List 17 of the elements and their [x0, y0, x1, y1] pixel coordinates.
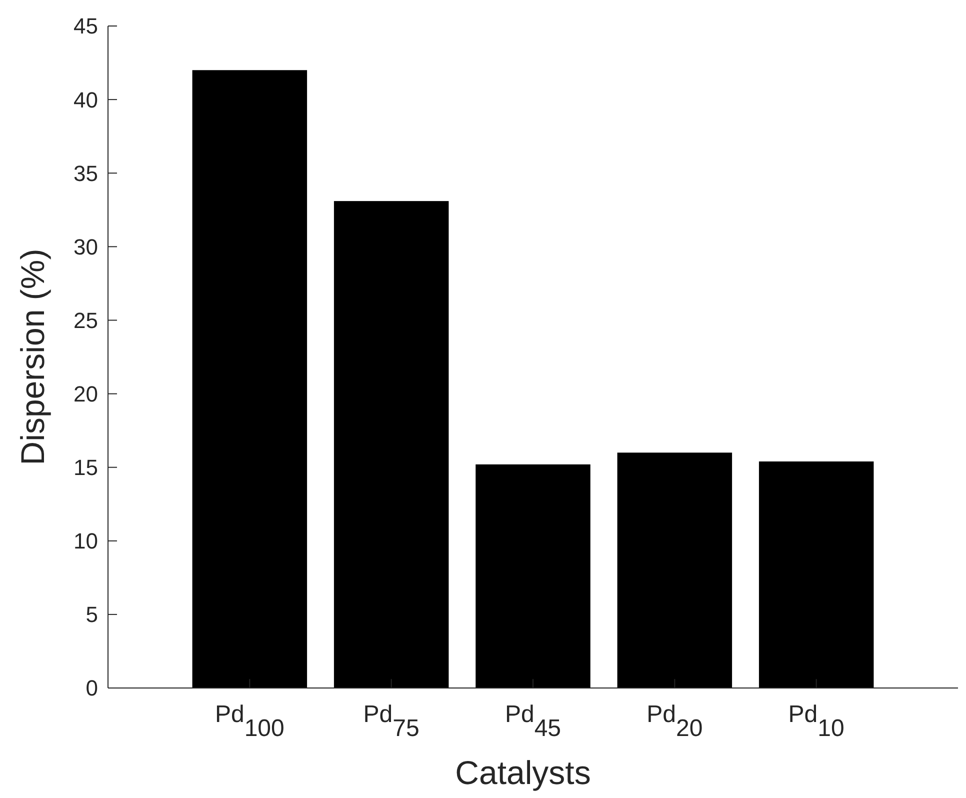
bar	[758, 461, 874, 688]
y-tick-label: 0	[86, 676, 98, 701]
y-tick-label: 30	[74, 234, 98, 260]
x-axis-title: Catalysts	[455, 754, 591, 791]
bar	[617, 452, 732, 688]
y-tick-label: 5	[86, 602, 98, 628]
y-tick-label: 10	[74, 528, 98, 554]
y-axis-title: Dispersion (%)	[14, 248, 51, 466]
bar	[476, 464, 590, 688]
y-tick-label: 40	[74, 87, 98, 112]
y-tick-label: 20	[74, 381, 98, 406]
y-tick-label: 45	[74, 14, 98, 39]
y-tick-label: 35	[74, 160, 98, 186]
y-tick-label: 25	[74, 308, 98, 333]
bar	[192, 70, 308, 688]
bar	[334, 201, 449, 688]
y-tick-label: 15	[74, 455, 98, 480]
